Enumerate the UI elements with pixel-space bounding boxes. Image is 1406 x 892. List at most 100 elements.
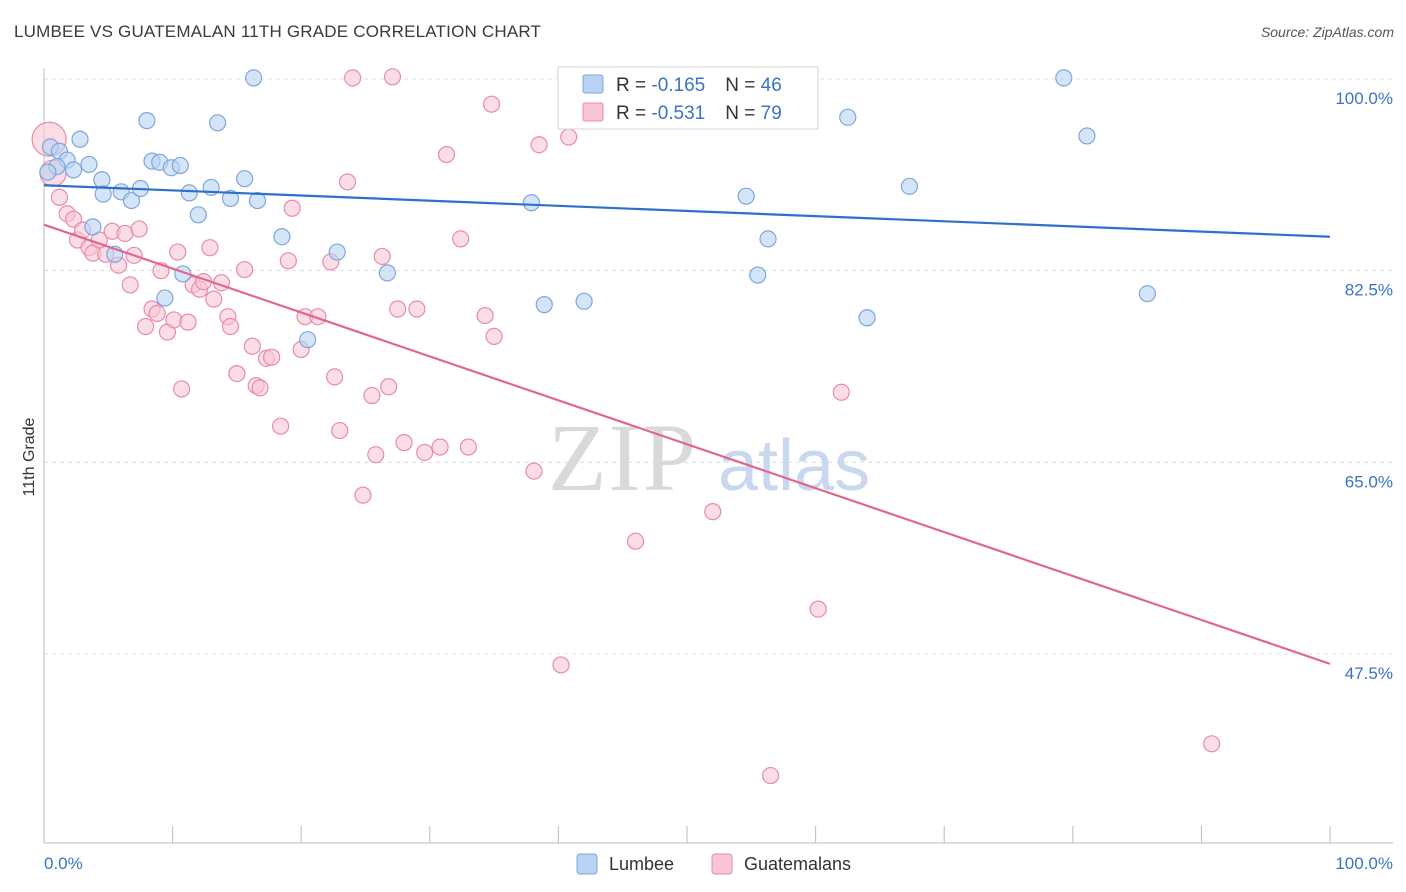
- guatemalans-point: [148, 304, 166, 322]
- guatemalans-point: [416, 443, 434, 462]
- guatemalans-point: [165, 311, 183, 329]
- y-tick-label: 82.5%: [1345, 281, 1393, 300]
- lumbee-point: [71, 130, 89, 148]
- guatemalans-point: [380, 378, 398, 396]
- guatemalans-point: [761, 766, 780, 785]
- lumbee-point: [245, 69, 263, 87]
- guatemalans-point: [367, 446, 385, 464]
- lumbee-point: [84, 218, 102, 236]
- bottom-legend: Lumbee Guatemalans: [576, 853, 851, 875]
- guatemalans-point: [560, 128, 578, 146]
- watermark-atlas: atlas: [718, 426, 870, 506]
- lumbee-point: [156, 289, 174, 307]
- guatemalans-point: [389, 300, 407, 318]
- y-axis-title: 11th Grade: [21, 417, 38, 496]
- guatemalans-point: [373, 247, 391, 266]
- trend-lines: [43, 184, 1331, 665]
- guatemalans-point: [243, 337, 261, 355]
- guatemalans-point: [221, 317, 240, 336]
- lumbee-point: [328, 243, 346, 261]
- legend-swatch-guatemalans: [582, 102, 604, 122]
- lumbee-point: [273, 228, 291, 246]
- guatemalans-point: [179, 313, 197, 331]
- lumbee-point: [93, 171, 111, 189]
- lumbee-point: [122, 191, 141, 210]
- guatemalans-point: [354, 486, 372, 504]
- lumbee-point: [189, 206, 207, 224]
- guatemalans-point: [525, 462, 543, 480]
- lumbee-point: [209, 114, 227, 132]
- guatemalans-point: [809, 600, 827, 618]
- guatemalans-point: [459, 438, 477, 456]
- y-tick-label: 100.0%: [1335, 89, 1393, 108]
- guatemalans-point: [408, 300, 426, 318]
- guatemalans-point: [272, 417, 290, 435]
- lumbee-point: [236, 170, 254, 188]
- lumbee-point: [1055, 69, 1073, 87]
- lumbee-point: [1138, 285, 1156, 303]
- lumbee-point: [737, 187, 755, 205]
- guatemalans-point: [326, 368, 344, 386]
- guatemalans-point: [338, 173, 357, 191]
- x-tick-label-left: 0.0%: [44, 854, 83, 873]
- lumbee-point: [299, 331, 317, 349]
- guatemalans-point: [530, 136, 548, 154]
- guatemalans-point: [1203, 735, 1221, 753]
- guatemalans-point: [228, 365, 246, 383]
- guatemalans-point: [832, 383, 850, 401]
- guatemalans-point: [452, 230, 470, 248]
- lumbee-point: [759, 230, 777, 248]
- legend-swatch-lumbee: [582, 74, 604, 94]
- lumbee-point: [80, 155, 98, 174]
- guatemalans-point: [205, 290, 223, 308]
- guatemalans-point: [552, 656, 570, 674]
- guatemalans-point: [279, 252, 297, 270]
- guatemalans-point: [263, 348, 281, 366]
- lumbee-point: [64, 161, 83, 179]
- lumbee-point: [1078, 127, 1096, 145]
- guatemalans-point: [251, 379, 269, 397]
- lumbee-point: [248, 191, 267, 210]
- lumbee-point: [171, 156, 189, 175]
- guatemalans-point: [283, 199, 301, 217]
- guatemalans-trend-line: [43, 223, 1331, 665]
- lumbee-point: [900, 177, 919, 195]
- guatemalans-point: [626, 532, 645, 550]
- guatemalans-point: [485, 327, 503, 345]
- y-tick-label: 47.5%: [1345, 664, 1393, 683]
- bottom-legend-guatemalans: Guatemalans: [744, 854, 851, 874]
- guatemalans-point: [136, 317, 155, 336]
- legend-row-lumbee: R = -0.165 N = 46: [616, 75, 782, 96]
- guatemalans-point: [121, 276, 139, 294]
- lumbee-point: [749, 266, 767, 284]
- lumbee-point: [180, 184, 198, 202]
- lumbee-point: [839, 108, 857, 126]
- chart-title: LUMBEE VS GUATEMALAN 11TH GRADE CORRELAT…: [14, 22, 542, 41]
- top-legend: R = -0.165 N = 46 R = -0.531 N = 79: [557, 66, 819, 130]
- guatemalans-point: [363, 386, 381, 405]
- lumbee-point: [522, 194, 540, 212]
- watermark-zip: ZIP: [548, 404, 698, 511]
- lumbee-point: [39, 163, 57, 181]
- lumbee-point: [138, 112, 156, 130]
- guatemalans-point: [116, 224, 134, 243]
- lumbee-point: [94, 185, 112, 203]
- lumbee-trend-line: [43, 184, 1331, 238]
- lumbee-point: [378, 264, 396, 282]
- y-tick-labels: 100.0% 82.5% 65.0% 47.5%: [1335, 89, 1393, 683]
- guatemalans-point: [431, 438, 449, 456]
- lumbee-point: [858, 309, 876, 327]
- bottom-legend-lumbee: Lumbee: [609, 854, 674, 874]
- watermark: ZIP atlas: [548, 404, 870, 511]
- lumbee-point: [221, 189, 240, 207]
- guatemalans-point: [130, 220, 148, 238]
- lumbee-point: [575, 292, 593, 310]
- guatemalans-point: [50, 188, 69, 206]
- guatemalans-point: [476, 306, 494, 325]
- bottom-legend-swatch-guatemalans: [711, 853, 733, 875]
- source-credit: Source: ZipAtlas.com: [1260, 24, 1394, 40]
- bottom-legend-swatch-lumbee: [576, 853, 598, 875]
- guatemalans-point: [201, 239, 219, 257]
- x-tick-label-right: 100.0%: [1335, 854, 1393, 873]
